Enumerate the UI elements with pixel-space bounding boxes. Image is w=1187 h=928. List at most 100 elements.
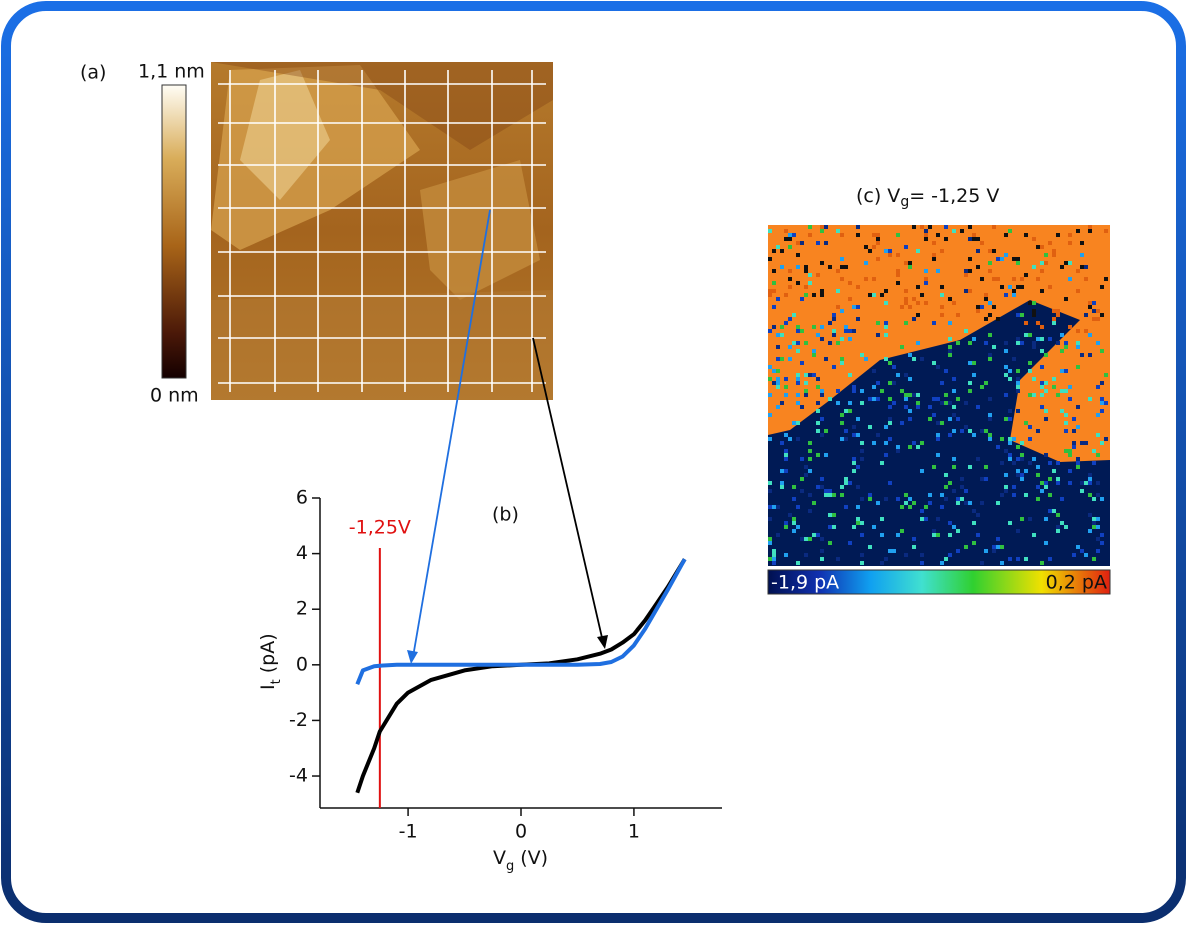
pixel: [916, 301, 920, 305]
pixel: [1028, 333, 1032, 337]
pixel: [792, 529, 796, 533]
pixel: [1096, 537, 1100, 541]
pixel: [956, 529, 960, 533]
pixel: [952, 229, 956, 233]
pixel: [844, 429, 848, 433]
pixel: [836, 389, 840, 393]
pixel: [980, 429, 984, 433]
pixel: [1072, 441, 1076, 445]
pixel: [1096, 341, 1100, 345]
pixel: [864, 357, 868, 361]
pixel: [812, 373, 816, 377]
pixel: [988, 353, 992, 357]
pixel: [804, 373, 808, 377]
pixel: [768, 229, 772, 233]
pixel: [872, 441, 876, 445]
pixel: [976, 533, 980, 537]
pixel: [932, 361, 936, 365]
pixel: [920, 441, 924, 445]
pixel: [944, 497, 948, 501]
pixel: [992, 249, 996, 253]
pixel: [772, 369, 776, 373]
pixel: [932, 529, 936, 533]
pixel: [1096, 517, 1100, 521]
pixel: [940, 313, 944, 317]
y-axis-label: It (pA): [257, 633, 284, 690]
pixel: [952, 429, 956, 433]
pixel: [872, 525, 876, 529]
pixel: [988, 413, 992, 417]
panel-label: (b): [492, 504, 519, 526]
pixel: [804, 265, 808, 269]
pixel: [904, 397, 908, 401]
pixel: [840, 493, 844, 497]
pixel: [868, 397, 872, 401]
pixel: [984, 477, 988, 481]
pixel: [780, 469, 784, 473]
pixel: [876, 233, 880, 237]
pixel: [1020, 517, 1024, 521]
pixel: [856, 317, 860, 321]
pixel: [800, 361, 804, 365]
pixel: [1056, 393, 1060, 397]
pixel: [1056, 525, 1060, 529]
pixel: [972, 433, 976, 437]
pixel: [972, 233, 976, 237]
pixel: [796, 253, 800, 257]
y-tick-label: -2: [289, 709, 308, 731]
pixel: [916, 249, 920, 253]
pixel: [1032, 301, 1036, 305]
pixel: [860, 553, 864, 557]
pixel: [1040, 381, 1044, 385]
pixel: [824, 453, 828, 457]
pixel: [804, 269, 808, 273]
pixel: [1024, 469, 1028, 473]
pixel: [864, 245, 868, 249]
pixel: [820, 393, 824, 397]
pixel: [848, 401, 852, 405]
pixel: [944, 369, 948, 373]
pixel: [788, 269, 792, 273]
pixel: [1064, 449, 1068, 453]
pixel: [800, 537, 804, 541]
pixel: [1032, 309, 1036, 313]
pixel: [860, 561, 864, 565]
pixel: [1000, 561, 1004, 565]
pixel: [964, 489, 968, 493]
pixel: [812, 349, 816, 353]
pixel: [904, 373, 908, 377]
label-unit: (V): [520, 847, 548, 869]
colorbar-label: 0,2 pA: [1046, 572, 1107, 594]
pixel: [1000, 437, 1004, 441]
pixel: [1028, 437, 1032, 441]
pixel: [772, 561, 776, 565]
pixel: [948, 337, 952, 341]
pixel: [812, 533, 816, 537]
pixel: [1040, 489, 1044, 493]
pixel: [1100, 397, 1104, 401]
pixel: [1040, 393, 1044, 397]
pixel: [1052, 469, 1056, 473]
label-text: V: [493, 847, 506, 869]
pixel: [1020, 441, 1024, 445]
pixel: [948, 553, 952, 557]
pixel: [780, 485, 784, 489]
pixel: [1000, 285, 1004, 289]
pixel: [980, 561, 984, 565]
pixel: [1000, 257, 1004, 261]
pixel: [800, 489, 804, 493]
pixel: [988, 333, 992, 337]
pixel: [820, 325, 824, 329]
pixel: [1068, 325, 1072, 329]
colorbar: [767, 569, 1111, 595]
pixel: [1088, 225, 1092, 229]
pixel: [824, 429, 828, 433]
pixel: [1016, 409, 1020, 413]
pixel: [780, 401, 784, 405]
pixel: [856, 285, 860, 289]
pixel: [1072, 417, 1076, 421]
pixel: [780, 357, 784, 361]
pixel: [776, 405, 780, 409]
pixel: [996, 445, 1000, 449]
pixel: [1056, 309, 1060, 313]
